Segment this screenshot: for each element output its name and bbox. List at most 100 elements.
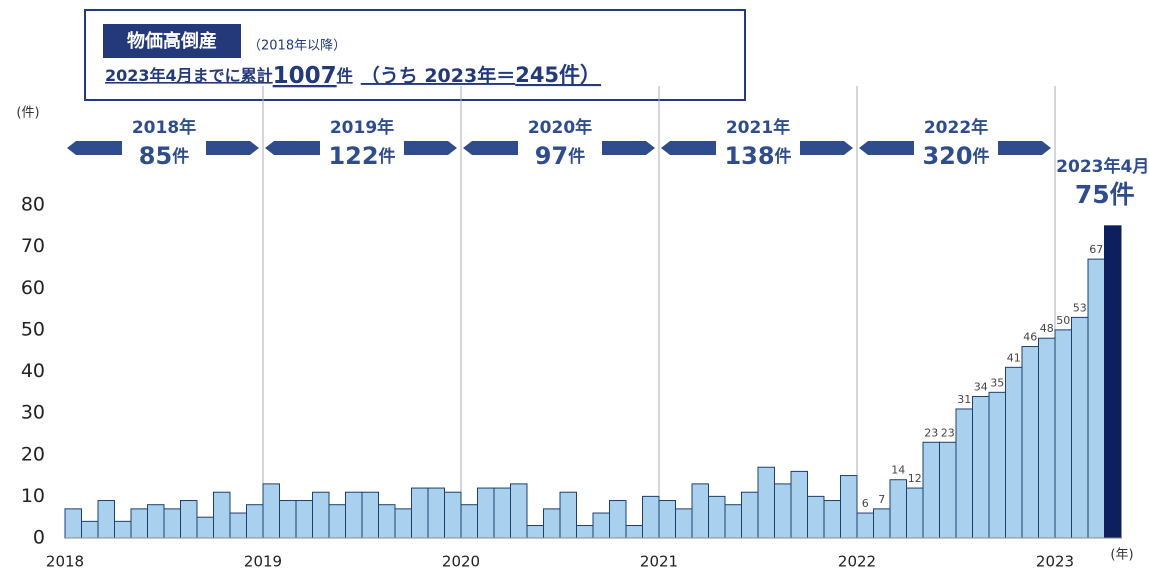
bar	[840, 475, 858, 539]
bar	[1071, 316, 1089, 539]
bar	[477, 487, 495, 539]
year-count: 138件	[724, 142, 791, 170]
bar	[807, 495, 825, 539]
bar	[1021, 346, 1039, 539]
bar	[675, 508, 693, 539]
y-tick-label: 80	[21, 194, 45, 216]
bar	[856, 512, 874, 539]
count-number: 138	[724, 142, 774, 170]
summary-part: 245件）	[515, 63, 601, 87]
value-label: 67	[1089, 243, 1103, 256]
y-tick-label: 70	[21, 235, 45, 257]
bar	[114, 520, 132, 539]
count-unit: 件	[379, 146, 396, 167]
count-unit: 件	[973, 146, 990, 167]
value-label: 46	[1023, 331, 1037, 344]
count-unit: 件	[172, 146, 189, 167]
value-label: 34	[974, 380, 988, 393]
highlight-note: 2023年4月	[1056, 156, 1149, 177]
value-label: 41	[1007, 351, 1021, 364]
bar	[279, 500, 297, 539]
bar	[1005, 366, 1023, 539]
y-tick-label: 30	[21, 402, 45, 424]
header-badge: 物価高倒産	[127, 30, 217, 52]
value-label: 23	[941, 426, 955, 439]
bar	[609, 500, 627, 539]
count-number: 122	[328, 142, 378, 170]
year-label: 2021年	[726, 117, 790, 138]
bar	[526, 525, 544, 539]
year-label: 2018年	[132, 117, 196, 138]
bar	[988, 391, 1006, 539]
bar	[625, 525, 643, 539]
count-unit: 件	[568, 146, 585, 167]
bar	[1087, 258, 1105, 539]
arrow-left	[859, 141, 914, 155]
arrow-right	[998, 141, 1051, 155]
summary-part: 2023年4月までに累計	[105, 66, 273, 85]
bar	[1104, 225, 1122, 539]
arrow-right	[800, 141, 853, 155]
x-unit: (年)	[1110, 548, 1133, 563]
bar	[163, 508, 181, 539]
bar	[922, 441, 940, 539]
bar	[724, 504, 742, 539]
bar	[130, 508, 148, 539]
header-summary: 2023年4月までに累計1007件 （うち 2023年＝245件）	[105, 63, 601, 89]
bar	[444, 491, 462, 539]
value-label: 23	[924, 426, 938, 439]
bar	[559, 491, 577, 539]
bar	[246, 504, 264, 539]
value-label: 12	[908, 472, 922, 485]
bar	[972, 395, 990, 539]
value-label: 14	[891, 464, 905, 477]
bar	[790, 470, 808, 539]
summary-part: 件	[337, 66, 353, 85]
bar	[81, 520, 99, 539]
bar	[427, 487, 445, 539]
value-label: 50	[1056, 314, 1070, 327]
arrow-right	[602, 141, 655, 155]
bar	[328, 504, 346, 539]
arrow-left	[67, 141, 122, 155]
count-number: 320	[922, 142, 972, 170]
bar	[939, 441, 957, 539]
bar	[658, 500, 676, 539]
bar	[312, 491, 330, 539]
bar	[147, 504, 165, 539]
bar	[642, 495, 660, 539]
value-label: 75件	[1075, 180, 1135, 209]
y-unit: (件)	[16, 106, 39, 121]
bar	[196, 516, 214, 539]
bar	[757, 466, 775, 539]
year-label: 2020年	[528, 117, 592, 138]
bar	[741, 491, 759, 539]
summary-part: 1007	[273, 63, 337, 89]
value-label: 6	[862, 497, 869, 510]
x-tick-label: 2020	[442, 553, 480, 571]
bar	[774, 483, 792, 539]
bar	[180, 500, 198, 539]
count-unit: 件	[775, 146, 792, 167]
arrow-right	[206, 141, 259, 155]
bar	[460, 504, 478, 539]
bar	[213, 491, 231, 539]
year-count: 122件	[328, 142, 395, 170]
bar	[889, 479, 907, 539]
y-tick-label: 40	[21, 360, 45, 382]
bar	[906, 487, 924, 539]
bar	[592, 512, 610, 539]
bar	[262, 483, 280, 539]
x-tick-label: 2019	[244, 553, 282, 571]
value-label: 48	[1040, 322, 1054, 335]
y-tick-label: 60	[21, 277, 45, 299]
bar	[955, 408, 973, 539]
y-tick-label: 0	[33, 527, 45, 549]
value-label: 53	[1073, 301, 1087, 314]
year-label: 2022年	[924, 117, 988, 138]
y-tick-label: 10	[21, 485, 45, 507]
value-label: 7	[878, 493, 885, 506]
bar	[295, 500, 313, 539]
y-tick-label: 20	[21, 443, 45, 465]
